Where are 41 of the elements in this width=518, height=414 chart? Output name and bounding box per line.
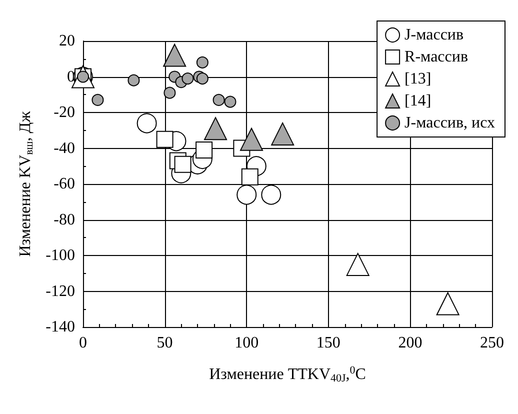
y-axis-title: Изменение KVвш, Дж: [16, 110, 36, 257]
point: [240, 128, 264, 151]
point: [346, 252, 370, 276]
x-tick-label: 0: [79, 334, 87, 352]
x-tick-label: 50: [156, 334, 173, 352]
point: [261, 184, 282, 205]
point: [204, 117, 228, 140]
y-tick-label: 20: [59, 32, 75, 50]
y-tick-label: -60: [54, 176, 75, 192]
point: [241, 168, 258, 186]
y-tick-label: -100: [46, 247, 75, 264]
point: [163, 44, 186, 67]
point: [196, 142, 213, 159]
point: [271, 122, 294, 146]
x-tick-label: 100: [234, 334, 259, 352]
legend-label: [13]: [404, 70, 432, 88]
legend-label: R-массив: [404, 48, 468, 66]
y-tick-label: -80: [54, 211, 75, 228]
point: [174, 156, 192, 173]
y-tick-label: -120: [46, 282, 75, 300]
point: [196, 56, 208, 68]
point: [156, 130, 174, 148]
point: [182, 72, 194, 85]
point: [164, 86, 176, 99]
y-tick-label: -140: [46, 318, 75, 336]
y-tick-label: -40: [54, 140, 75, 157]
legend-label: J-массив, исх: [404, 114, 496, 132]
x-tick-label: 250: [480, 334, 504, 352]
y-tick-label: -20: [54, 104, 75, 121]
point: [128, 74, 140, 86]
x-tick-label: 150: [316, 334, 340, 352]
point: [212, 94, 225, 106]
point: [92, 94, 104, 106]
point: [196, 72, 208, 85]
point: [136, 113, 157, 134]
legend-label: [14]: [404, 92, 432, 110]
point: [236, 184, 257, 205]
point: [224, 96, 236, 108]
point: [436, 292, 460, 316]
legend-label: J-массив: [404, 26, 464, 44]
x-tick-label: 200: [398, 334, 422, 352]
